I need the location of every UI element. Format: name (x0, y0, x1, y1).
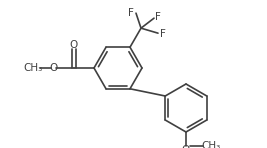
Text: O: O (182, 145, 190, 148)
Text: CH₃: CH₃ (201, 141, 221, 148)
Text: O: O (49, 63, 57, 73)
Text: F: F (160, 29, 166, 39)
Text: F: F (128, 8, 134, 18)
Text: CH₃: CH₃ (23, 63, 43, 73)
Text: O: O (70, 40, 78, 50)
Text: F: F (155, 12, 161, 22)
